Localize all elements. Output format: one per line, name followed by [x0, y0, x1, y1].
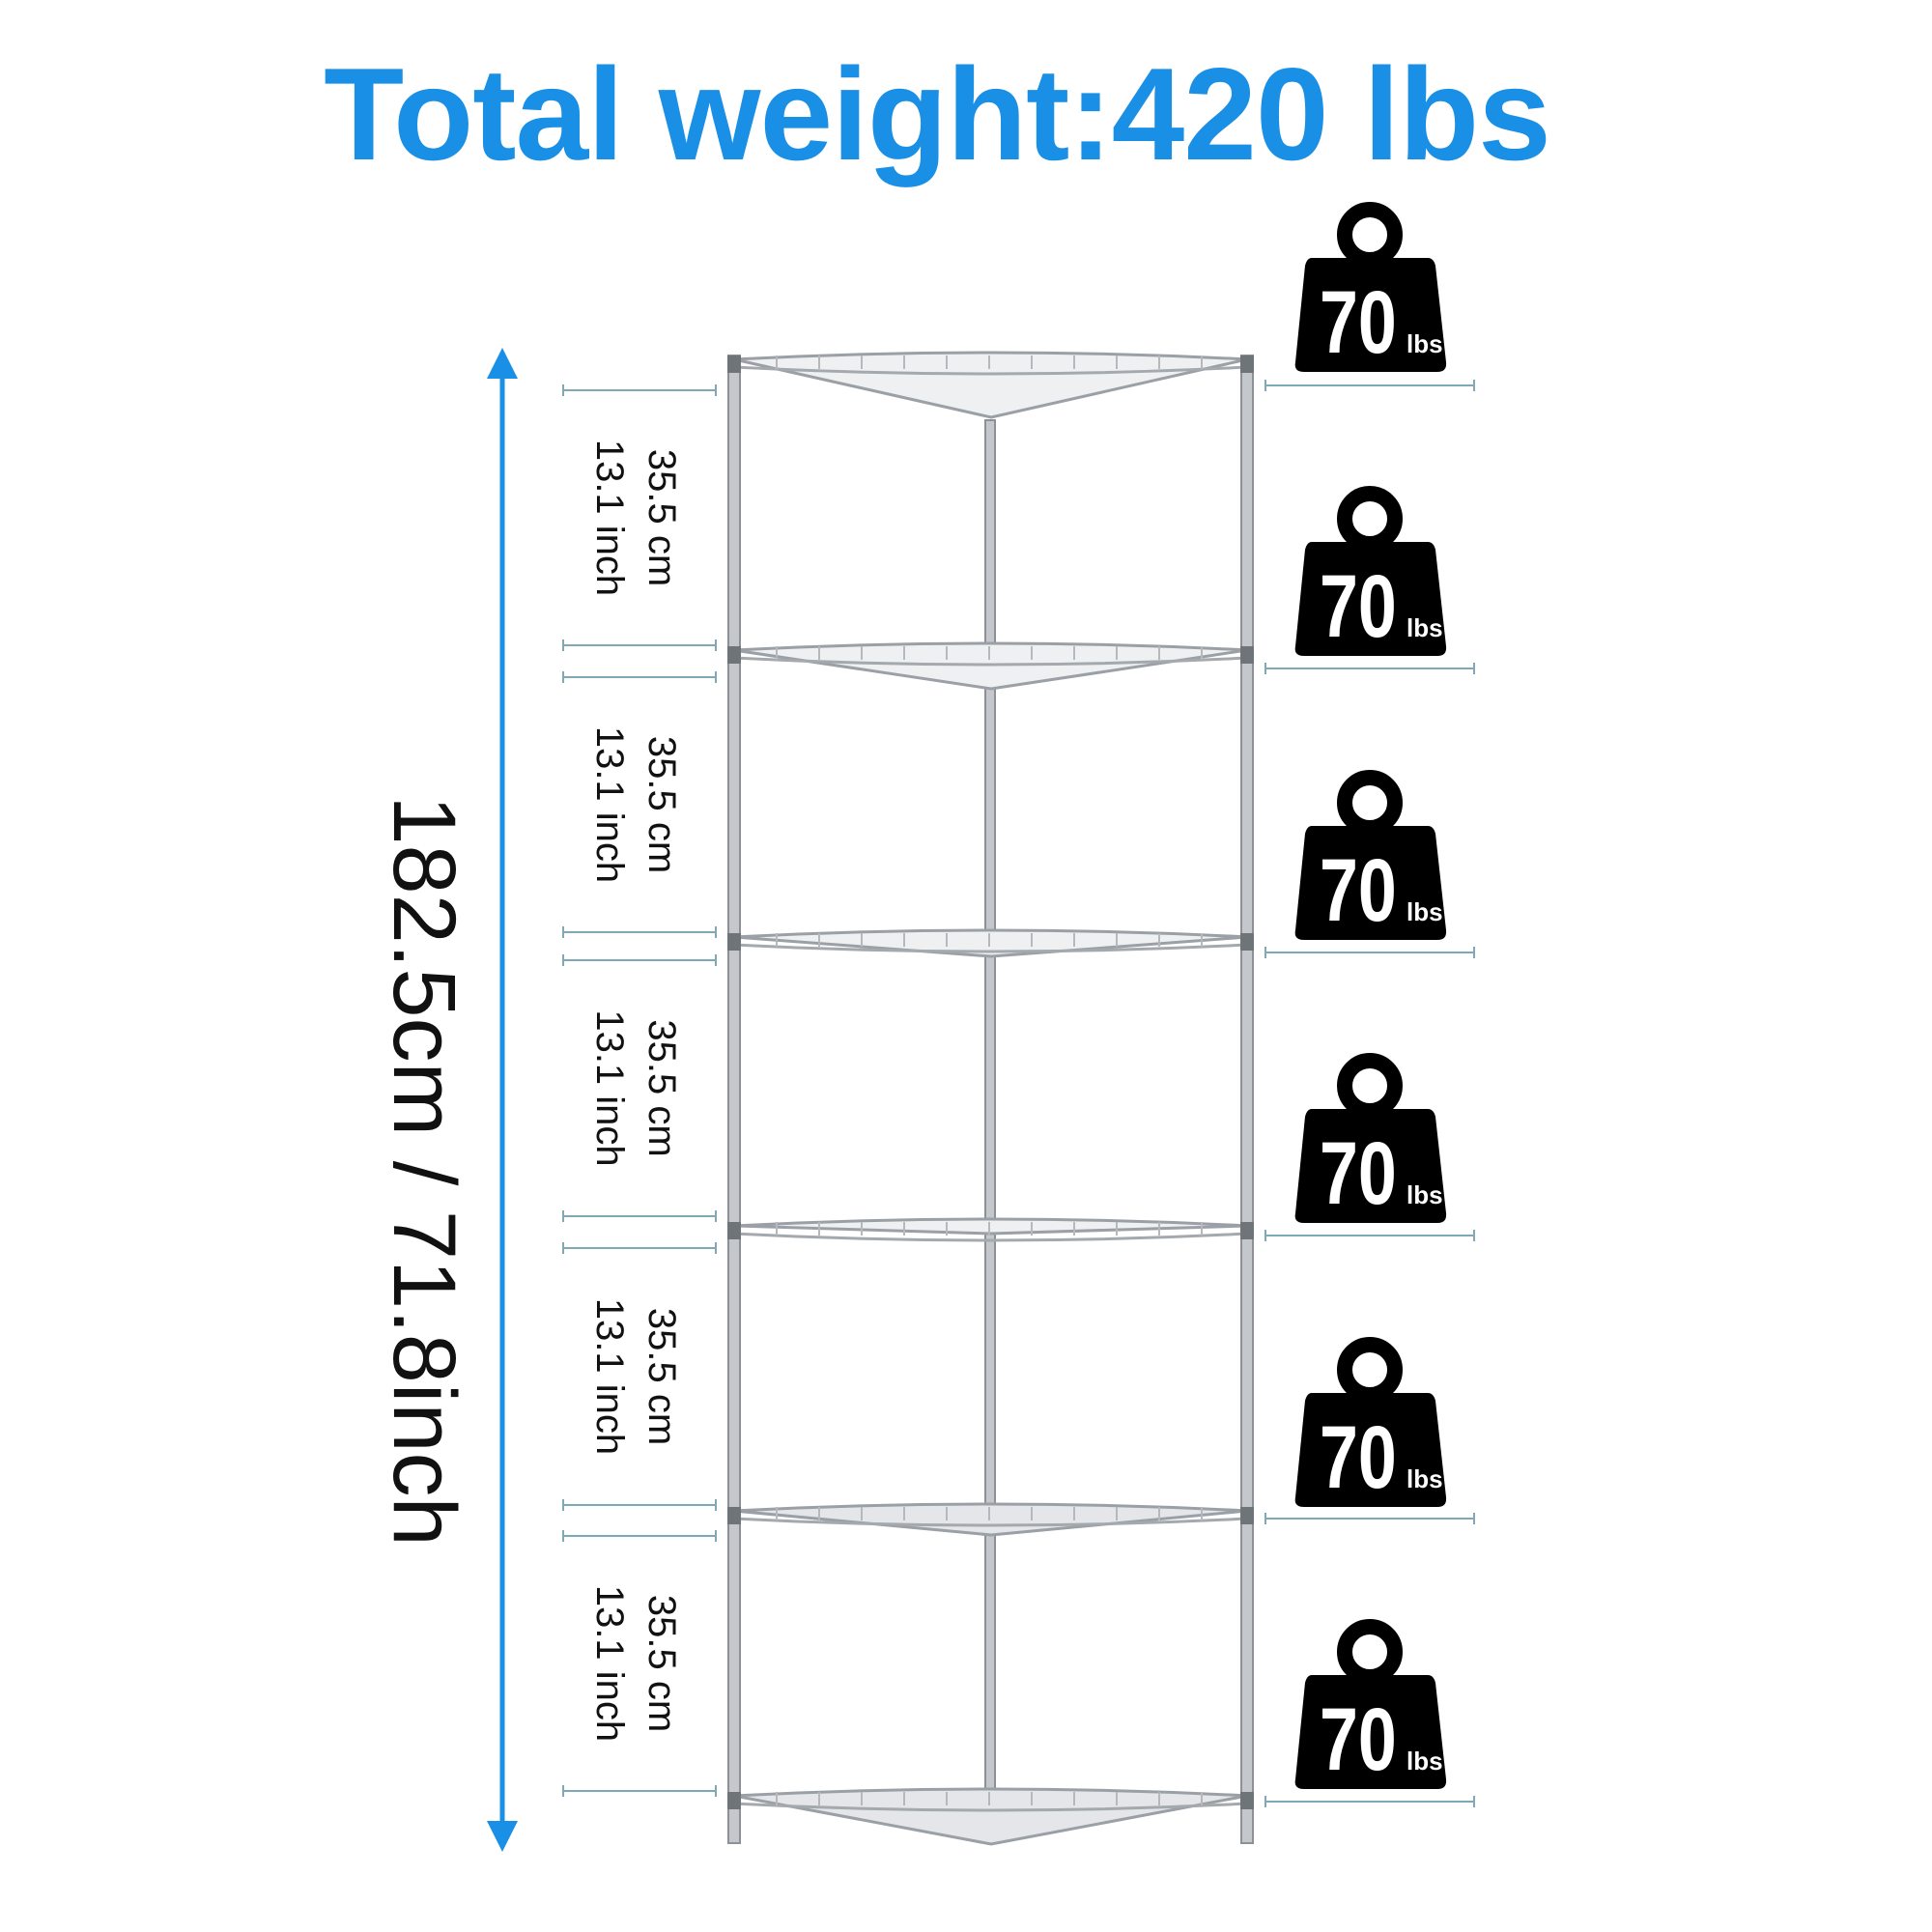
weight-value: 70: [1320, 840, 1397, 940]
weight-value: 70: [1320, 1690, 1397, 1789]
shelf: [727, 1787, 1254, 1846]
weight-icon: 70 lbs: [1294, 486, 1447, 656]
weight-icon: 70 lbs: [1294, 1337, 1447, 1507]
shelf: [727, 1217, 1254, 1242]
gap-inch-label: 13.1 inch: [588, 1298, 631, 1455]
weight-icon: 70 lbs: [1294, 1619, 1447, 1789]
gap-inch-label: 13.1 inch: [588, 440, 631, 596]
weight-icon: 70 lbs: [1294, 770, 1447, 940]
corner-shelf-rack: [727, 351, 1254, 1846]
gap-cm-label: 35.5 cm: [640, 1019, 683, 1156]
center-post: [984, 419, 996, 1822]
shelf: [727, 641, 1254, 691]
weight-value: 70: [1320, 1123, 1397, 1223]
gap-inch-label: 13.1 inch: [588, 726, 631, 883]
weight-unit: lbs: [1406, 329, 1443, 358]
gap-inch-label: 13.1 inch: [588, 1009, 631, 1166]
weight-icon: 70 lbs: [1294, 1053, 1447, 1223]
shelf: [727, 1502, 1254, 1537]
shelf: [727, 928, 1254, 958]
weight-unit: lbs: [1406, 1464, 1443, 1493]
weight-unit: lbs: [1406, 1180, 1443, 1209]
weight-value: 70: [1320, 556, 1397, 656]
weight-unit: lbs: [1406, 1747, 1443, 1776]
weight-value: 70: [1320, 1407, 1397, 1507]
left-post: [727, 355, 741, 1844]
weight-icon: 70 lbs: [1294, 202, 1447, 372]
right-post: [1240, 355, 1254, 1844]
shelf: [727, 351, 1254, 419]
gap-inch-label: 13.1 inch: [588, 1585, 631, 1742]
total-height-arrow: [487, 348, 518, 1852]
gap-cm-label: 35.5 cm: [640, 1595, 683, 1732]
weight-value: 70: [1320, 272, 1397, 372]
gap-cm-label: 35.5 cm: [640, 736, 683, 873]
total-height-label: 182.5cm / 71.8inch: [375, 795, 473, 1546]
gap-cm-label: 35.5 cm: [640, 1308, 683, 1445]
page-title: Total weight:420 lbs: [324, 41, 1551, 187]
weight-unit: lbs: [1406, 613, 1443, 642]
gap-cm-label: 35.5 cm: [640, 449, 683, 586]
weight-unit: lbs: [1406, 897, 1443, 926]
shelf-load-weights: 70 lbs 70 lbs 70 lbs 70 lbs 70 lbs 70 lbs: [1264, 202, 1475, 1807]
